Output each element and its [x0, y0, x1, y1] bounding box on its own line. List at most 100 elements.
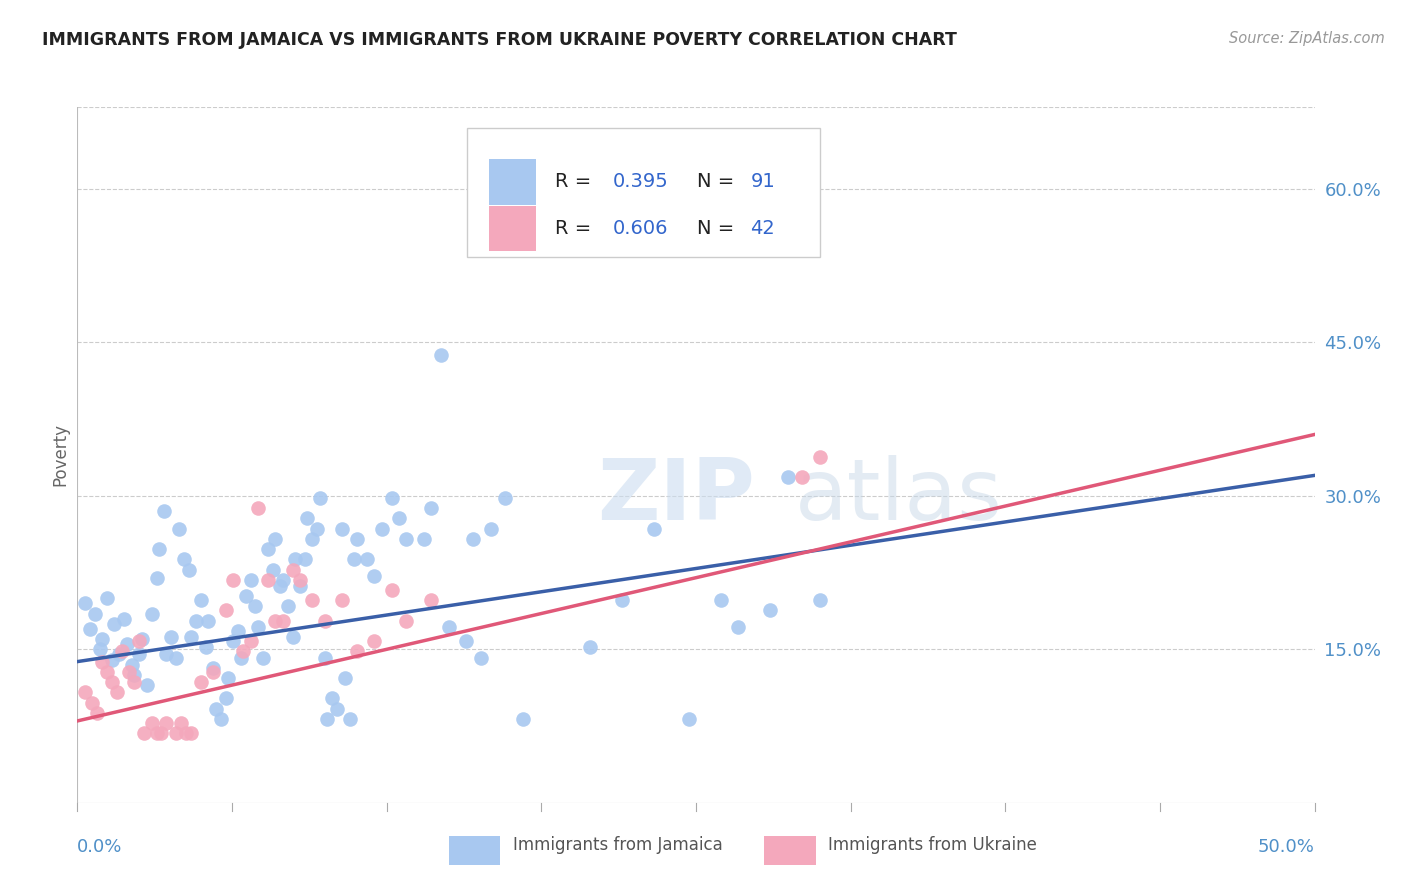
- Point: [229, 650, 252, 665]
- Point: [128, 634, 150, 648]
- Text: N =: N =: [697, 172, 741, 192]
- Point: [122, 668, 145, 682]
- Point: [91, 632, 114, 646]
- Point: [610, 593, 633, 607]
- Point: [294, 552, 316, 566]
- Point: [239, 573, 262, 587]
- Point: [321, 691, 343, 706]
- FancyBboxPatch shape: [467, 128, 820, 257]
- Point: [131, 632, 153, 646]
- Point: [252, 650, 274, 665]
- Point: [82, 696, 104, 710]
- Point: [134, 726, 156, 740]
- Point: [395, 532, 418, 546]
- Point: [339, 712, 361, 726]
- Point: [83, 607, 105, 621]
- Point: [239, 634, 262, 648]
- Point: [381, 582, 404, 597]
- Point: [101, 652, 124, 666]
- Point: [209, 712, 232, 726]
- Point: [222, 634, 245, 648]
- Point: [792, 470, 814, 484]
- Text: atlas: atlas: [794, 455, 1002, 538]
- Point: [226, 624, 249, 638]
- Point: [395, 614, 418, 628]
- Point: [288, 579, 311, 593]
- Point: [121, 657, 143, 672]
- Point: [73, 596, 96, 610]
- Text: R =: R =: [555, 219, 598, 238]
- Point: [288, 573, 311, 587]
- Point: [103, 616, 125, 631]
- Point: [356, 552, 378, 566]
- Point: [135, 678, 157, 692]
- Point: [776, 470, 799, 484]
- Point: [479, 522, 502, 536]
- Point: [155, 716, 177, 731]
- Point: [115, 637, 138, 651]
- Point: [73, 685, 96, 699]
- Point: [578, 640, 600, 655]
- Point: [89, 642, 111, 657]
- Point: [111, 644, 134, 658]
- Point: [232, 644, 254, 658]
- Point: [79, 622, 101, 636]
- Point: [277, 599, 299, 614]
- Point: [105, 685, 128, 699]
- Point: [202, 665, 225, 679]
- FancyBboxPatch shape: [489, 160, 536, 204]
- Point: [307, 522, 329, 536]
- Text: 0.606: 0.606: [613, 219, 669, 238]
- Point: [222, 573, 245, 587]
- Point: [215, 603, 238, 617]
- Point: [333, 671, 356, 685]
- Point: [195, 640, 218, 655]
- Point: [170, 716, 193, 731]
- Point: [281, 562, 304, 576]
- Point: [297, 511, 319, 525]
- Point: [363, 568, 385, 582]
- Point: [264, 614, 287, 628]
- Text: Source: ZipAtlas.com: Source: ZipAtlas.com: [1229, 31, 1385, 46]
- Point: [346, 532, 368, 546]
- Point: [184, 614, 207, 628]
- Point: [165, 650, 187, 665]
- Point: [281, 630, 304, 644]
- Point: [678, 712, 700, 726]
- Point: [108, 648, 131, 662]
- Point: [284, 552, 307, 566]
- Point: [330, 522, 353, 536]
- Point: [301, 593, 323, 607]
- Point: [91, 655, 114, 669]
- Text: 91: 91: [751, 172, 775, 192]
- Point: [494, 491, 516, 505]
- Point: [150, 726, 173, 740]
- Point: [330, 593, 353, 607]
- Point: [271, 614, 294, 628]
- Point: [420, 593, 443, 607]
- FancyBboxPatch shape: [763, 836, 815, 865]
- Text: IMMIGRANTS FROM JAMAICA VS IMMIGRANTS FROM UKRAINE POVERTY CORRELATION CHART: IMMIGRANTS FROM JAMAICA VS IMMIGRANTS FR…: [42, 31, 957, 49]
- Point: [643, 522, 665, 536]
- Point: [257, 573, 280, 587]
- Point: [437, 620, 460, 634]
- Point: [145, 571, 167, 585]
- Point: [301, 532, 323, 546]
- Text: N =: N =: [697, 219, 741, 238]
- Point: [370, 522, 392, 536]
- Point: [96, 665, 118, 679]
- Text: ZIP: ZIP: [598, 455, 755, 538]
- Point: [430, 348, 453, 362]
- Point: [246, 501, 269, 516]
- Point: [118, 665, 141, 679]
- Point: [326, 701, 349, 715]
- Point: [381, 491, 404, 505]
- Point: [727, 620, 749, 634]
- Point: [463, 532, 485, 546]
- Point: [512, 712, 534, 726]
- Point: [128, 648, 150, 662]
- Point: [264, 532, 287, 546]
- Point: [190, 593, 212, 607]
- Point: [153, 504, 176, 518]
- Point: [145, 726, 167, 740]
